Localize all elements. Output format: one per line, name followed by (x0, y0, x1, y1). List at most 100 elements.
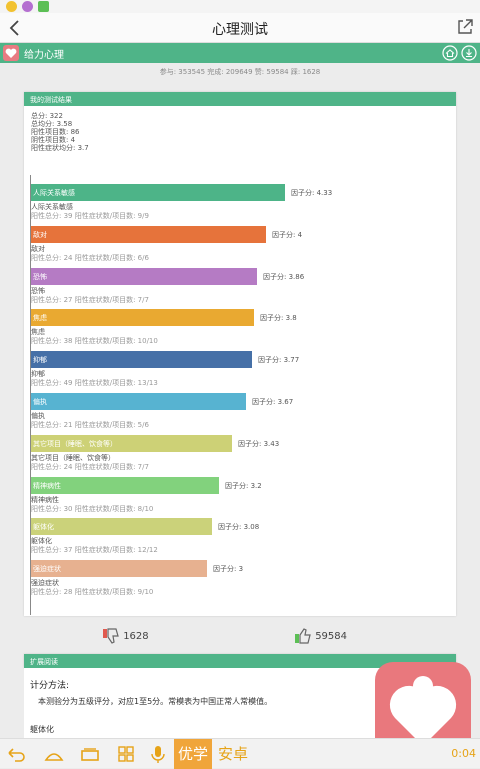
factor-bar: 恐怖 (31, 268, 257, 285)
nav-microphone-icon[interactable] (148, 744, 168, 764)
factor-row: 其它项目（睡眠、饮食等） 因子分: 3.43 其它项目（睡眠、饮食等） 阳性总分: 2… (31, 435, 411, 495)
page-title: 心理测试 (212, 22, 268, 38)
extended-reading-title: 扩展阅读 (24, 654, 456, 668)
thumbs-up-icon (295, 628, 311, 644)
status-icon-green (38, 1, 49, 12)
summary-line: 阳性项目数: 86 (31, 128, 80, 136)
factor-score: 因子分: 3.86 (263, 273, 305, 281)
dislike-count: 1628 (123, 631, 149, 642)
factor-detail: 阳性总分: 38 阳性症状数/项目数: 10/10 (31, 337, 158, 345)
factor-bar: 偏执 (31, 393, 246, 410)
factor-bar: 敌对 (31, 226, 266, 243)
factor-detail: 阳性总分: 39 阳性症状数/项目数: 9/9 (31, 212, 149, 220)
app-bar: 给力心理 (0, 43, 480, 63)
factor-score: 因子分: 3.77 (258, 356, 300, 364)
factor-row: 抑郁 因子分: 3.77 抑郁 阳性总分: 49 阳性症状数/项目数: 13/13 (31, 351, 411, 411)
factor-bar: 人际关系敏感 (31, 184, 285, 201)
system-nav-bar: 优学 安卓 0:04 (0, 738, 480, 769)
participation-stats: 参与: 353545 完成: 209649 赞: 59584 踩: 1628 (159, 68, 321, 76)
nav-anzhuo-button[interactable]: 安卓 (217, 745, 248, 763)
factor-bar-label: 抑郁 (33, 356, 47, 364)
nav-recent-apps-icon[interactable] (80, 744, 100, 764)
factor-bar-label: 躯体化 (33, 523, 54, 531)
factor-score: 因子分: 3.67 (252, 398, 294, 406)
factor-bar: 焦虑 (31, 309, 254, 326)
factor-bar: 抑郁 (31, 351, 252, 368)
factor-detail: 阳性总分: 21 阳性症状数/项目数: 5/6 (31, 421, 149, 429)
scoring-method-text: 本测验分为五级评分，对应1至5分。常模表为中国正常人常模值。 (38, 697, 273, 706)
status-icon-yellow (6, 1, 17, 12)
factor-detail: 阳性总分: 24 阳性症状数/项目数: 6/6 (31, 254, 149, 262)
factor-bar-label: 恐怖 (33, 273, 47, 281)
scoring-method-title: 计分方法: (30, 681, 70, 691)
factor-name: 抑郁 (31, 370, 45, 378)
factor-score: 因子分: 3.8 (260, 314, 297, 322)
download-icon[interactable] (461, 45, 477, 61)
factor-name: 偏执 (31, 412, 45, 420)
factor-bar-label: 强迫症状 (33, 565, 61, 573)
clock: 0:04 (451, 747, 476, 760)
factor-name: 精神病性 (31, 496, 59, 504)
factor-detail: 阳性总分: 49 阳性症状数/项目数: 13/13 (31, 379, 158, 387)
heart-icon (389, 676, 457, 746)
factor-detail: 阳性总分: 30 阳性症状数/项目数: 8/10 (31, 505, 154, 513)
factor-score: 因子分: 3.43 (238, 440, 280, 448)
home-icon[interactable] (442, 45, 458, 61)
app-logo-icon (3, 45, 19, 61)
factor-detail: 阳性总分: 37 阳性症状数/项目数: 12/12 (31, 546, 158, 554)
result-summary: 总分: 322 总均分: 3.58 阳性项目数: 86 阴性项目数: 4 阳性症… (31, 112, 89, 152)
factor-row: 偏执 因子分: 3.67 偏执 阳性总分: 21 阳性症状数/项目数: 5/6 (31, 393, 411, 453)
factor-bar-label: 其它项目（睡眠、饮食等） (33, 440, 117, 448)
factor-score: 因子分: 3.08 (218, 523, 260, 531)
back-icon[interactable] (4, 17, 26, 39)
factor-row: 焦虑 因子分: 3.8 焦虑 阳性总分: 38 阳性症状数/项目数: 10/10 (31, 309, 411, 369)
summary-line: 阳性症状均分: 3.7 (31, 144, 89, 152)
factor-name: 躯体化 (31, 537, 52, 545)
status-icon-purple (22, 1, 33, 12)
factor-row: 敌对 因子分: 4 敌对 阳性总分: 24 阳性症状数/项目数: 6/6 (31, 226, 411, 286)
factor-bar: 精神病性 (31, 477, 219, 494)
nav-youxue-button[interactable]: 优学 (174, 739, 212, 769)
like-count: 59584 (315, 631, 347, 642)
factor-score: 因子分: 3.2 (225, 482, 262, 490)
factor-bar-label: 焦虑 (33, 314, 47, 322)
factor-bar-label: 人际关系敏感 (33, 189, 75, 197)
factor-bar-label: 精神病性 (33, 482, 61, 490)
nav-back-icon[interactable] (6, 744, 26, 764)
factor-bar-label: 敌对 (33, 231, 47, 239)
factor-name: 焦虑 (31, 328, 45, 336)
summary-line: 阴性项目数: 4 (31, 136, 76, 144)
app-name: 给力心理 (24, 50, 64, 61)
result-card-title: 我的测试结果 (24, 92, 456, 106)
factor-row: 恐怖 因子分: 3.86 恐怖 阳性总分: 27 阳性症状数/项目数: 7/7 (31, 268, 411, 328)
factor-name: 恐怖 (31, 287, 45, 295)
factor-row: 精神病性 因子分: 3.2 精神病性 阳性总分: 30 阳性症状数/项目数: 8/10 (31, 477, 411, 537)
factor-score: 因子分: 3 (213, 565, 244, 573)
factor-detail: 阳性总分: 28 阳性症状数/项目数: 9/10 (31, 588, 154, 596)
nav-home-icon[interactable] (44, 744, 64, 764)
like-button[interactable]: 59584 (294, 628, 347, 646)
factor-bar-label: 偏执 (33, 398, 47, 406)
section-heading: 躯体化 (30, 725, 54, 734)
factor-detail: 阳性总分: 24 阳性症状数/项目数: 7/7 (31, 463, 149, 471)
nav-grid-icon[interactable] (116, 744, 136, 764)
thumbs-down-icon (103, 628, 119, 644)
factor-row: 强迫症状 因子分: 3 强迫症状 阳性总分: 28 阳性症状数/项目数: 9/10 (31, 560, 411, 620)
factor-row: 躯体化 因子分: 3.08 躯体化 阳性总分: 37 阳性症状数/项目数: 12/12 (31, 518, 411, 578)
summary-line: 总均分: 3.58 (31, 120, 73, 128)
external-link-icon[interactable] (456, 18, 474, 36)
dislike-button[interactable]: 1628 (102, 628, 149, 646)
status-bar (0, 0, 480, 13)
factor-name: 人际关系敏感 (31, 203, 73, 211)
factor-name: 强迫症状 (31, 579, 59, 587)
factor-score: 因子分: 4 (272, 231, 303, 239)
factor-name: 敌对 (31, 245, 45, 253)
chart-axis (30, 175, 31, 615)
summary-line: 总分: 322 (31, 112, 63, 120)
factor-detail: 阳性总分: 27 阳性症状数/项目数: 7/7 (31, 296, 149, 304)
factor-row: 人际关系敏感 因子分: 4.33 人际关系敏感 阳性总分: 39 阳性症状数/项目数:… (31, 184, 411, 244)
title-bar: 心理测试 (0, 13, 480, 43)
factor-bar: 其它项目（睡眠、饮食等） (31, 435, 232, 452)
factor-name: 其它项目（睡眠、饮食等） (31, 454, 115, 462)
factor-score: 因子分: 4.33 (291, 189, 333, 197)
